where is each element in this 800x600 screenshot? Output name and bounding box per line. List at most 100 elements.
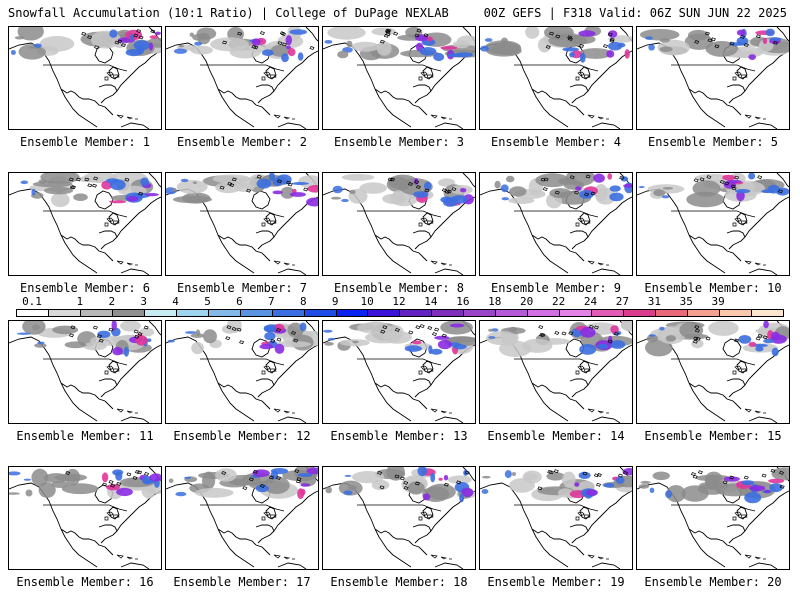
ensemble-member-label: Ensemble Member: 1: [19, 135, 151, 149]
ensemble-member-label: Ensemble Member: 5: [647, 135, 779, 149]
ensemble-member-panel[interactable]: Ensemble Member: 8: [322, 172, 476, 301]
colorbar-swatch: [80, 310, 113, 316]
ensemble-member-panel[interactable]: Ensemble Member: 1: [8, 26, 162, 155]
ensemble-member-panel[interactable]: Ensemble Member: 16: [8, 466, 162, 595]
map-frame: [479, 466, 633, 570]
colorbar-tick-label: 1: [76, 295, 84, 308]
map-frame: [8, 320, 162, 424]
colorbar-swatch: [112, 310, 145, 316]
colorbar-swatch: [304, 310, 337, 316]
map-frame: [322, 320, 476, 424]
colorbar-tick-label: 31: [647, 295, 661, 308]
snowfall-map: [323, 467, 475, 569]
map-frame: [479, 320, 633, 424]
colorbar-swatch: [656, 310, 689, 316]
ensemble-member-panel[interactable]: Ensemble Member: 15: [636, 320, 790, 449]
ensemble-member-panel[interactable]: Ensemble Member: 7: [165, 172, 319, 301]
ensemble-member-panel[interactable]: Ensemble Member: 11: [8, 320, 162, 449]
colorbar-swatch: [751, 310, 783, 316]
ensemble-member-panel[interactable]: Ensemble Member: 20: [636, 466, 790, 595]
map-frame: [165, 26, 319, 130]
ensemble-member-panel[interactable]: Ensemble Member: 5: [636, 26, 790, 155]
ensemble-member-panel[interactable]: Ensemble Member: 6: [8, 172, 162, 301]
map-frame: [8, 26, 162, 130]
ensemble-member-panel[interactable]: Ensemble Member: 3: [322, 26, 476, 155]
colorbar-swatch: [336, 310, 369, 316]
ensemble-member-label: Ensemble Member: 9: [490, 281, 622, 295]
colorbar-tick-label: 4: [172, 295, 179, 308]
snowfall-map: [480, 27, 632, 129]
colorbar-tick-label: 3: [140, 295, 147, 308]
ensemble-member-label: Ensemble Member: 17: [173, 575, 311, 589]
ensemble-member-label: Ensemble Member: 14: [487, 429, 625, 443]
map-frame: [636, 26, 790, 130]
colorbar-tick-label: 0.1: [22, 295, 42, 308]
colorbar-tick-label: 5: [204, 295, 211, 308]
colorbar-swatch: [368, 310, 401, 316]
ensemble-member-panel[interactable]: Ensemble Member: 9: [479, 172, 633, 301]
colorbar-swatch: [688, 310, 720, 316]
colorbar-swatch: [592, 310, 625, 316]
map-frame: [636, 320, 790, 424]
map-frame: [322, 172, 476, 276]
colorbar-tick-label: 27: [615, 295, 630, 308]
colorbar-tick-label: 22: [551, 295, 566, 308]
snowfall-map: [9, 173, 161, 275]
colorbar-tick-label: 35: [679, 295, 693, 308]
ensemble-member-panel[interactable]: Ensemble Member: 4: [479, 26, 633, 155]
snowfall-map: [637, 27, 789, 129]
map-frame: [322, 466, 476, 570]
colorbar-swatch: [719, 310, 752, 316]
colorbar-swatch: [624, 310, 657, 316]
colorbar-swatch: [272, 310, 305, 316]
map-frame: [165, 172, 319, 276]
ensemble-member-panel[interactable]: Ensemble Member: 17: [165, 466, 319, 595]
run-valid-info: 00Z GEFS | F318 Valid: 06Z SUN JUN 22 20…: [483, 6, 787, 20]
snowfall-map: [480, 321, 632, 423]
ensemble-member-panel[interactable]: Ensemble Member: 2: [165, 26, 319, 155]
ensemble-member-panel[interactable]: Ensemble Member: 13: [322, 320, 476, 449]
colorbar-swatch: [240, 310, 273, 316]
ensemble-member-panel[interactable]: Ensemble Member: 19: [479, 466, 633, 595]
colorbar-swatch: [464, 310, 497, 316]
snowfall-map: [166, 27, 318, 129]
snowfall-map: [9, 321, 161, 423]
ensemble-member-label: Ensemble Member: 18: [330, 575, 468, 589]
colorbar-tick-label: 12: [392, 295, 406, 308]
colorbar-swatch: [496, 310, 529, 316]
snowfall-map: [480, 467, 632, 569]
ensemble-member-panel[interactable]: Ensemble Member: 10: [636, 172, 790, 301]
ensemble-member-panel[interactable]: Ensemble Member: 14: [479, 320, 633, 449]
map-frame: [165, 320, 319, 424]
colorbar-tick-labels: 0.1 1 2 3 4 5 6 7 8 9 10 12 14 16 18 20 22 24 27 31 35 39: [12, 296, 788, 308]
colorbar-tick-label: 16: [456, 295, 470, 308]
colorbar-swatch: [48, 310, 81, 316]
ensemble-member-panel[interactable]: Ensemble Member: 18: [322, 466, 476, 595]
colorbar-swatch: [17, 310, 49, 316]
ensemble-member-label: Ensemble Member: 2: [176, 135, 308, 149]
snowfall-colorbar: 0.1 1 2 3 4 5 6 7 8 9 10 12 14 16 18 20 22 24 27 31 35 39: [12, 296, 788, 320]
map-frame: [165, 466, 319, 570]
map-frame: [636, 466, 790, 570]
colorbar-swatch: [400, 310, 433, 316]
ensemble-member-label: Ensemble Member: 8: [333, 281, 465, 295]
colorbar-swatch: [176, 310, 209, 316]
ensemble-member-label: Ensemble Member: 12: [173, 429, 311, 443]
snowfall-map: [323, 27, 475, 129]
colorbar-tick-label: 7: [268, 295, 275, 308]
colorbar-tick-label: 20: [520, 295, 534, 308]
map-title: Snowfall Accumulation (10:1 Ratio) | Col…: [8, 6, 449, 20]
colorbar-swatch: [560, 310, 593, 316]
ensemble-member-panel[interactable]: Ensemble Member: 12: [165, 320, 319, 449]
snowfall-map: [166, 173, 318, 275]
ensemble-member-label: Ensemble Member: 11: [16, 429, 154, 443]
colorbar-tick-label: 10: [360, 295, 374, 308]
colorbar-tick-label: 18: [488, 295, 502, 308]
colorbar-tick-label: 2: [108, 295, 116, 308]
ensemble-member-label: Ensemble Member: 6: [19, 281, 151, 295]
colorbar-tick-label: 8: [299, 295, 307, 308]
ensemble-member-label: Ensemble Member: 7: [176, 281, 308, 295]
colorbar-swatch: [432, 310, 465, 316]
map-frame: [479, 26, 633, 130]
snowfall-map: [637, 467, 789, 569]
